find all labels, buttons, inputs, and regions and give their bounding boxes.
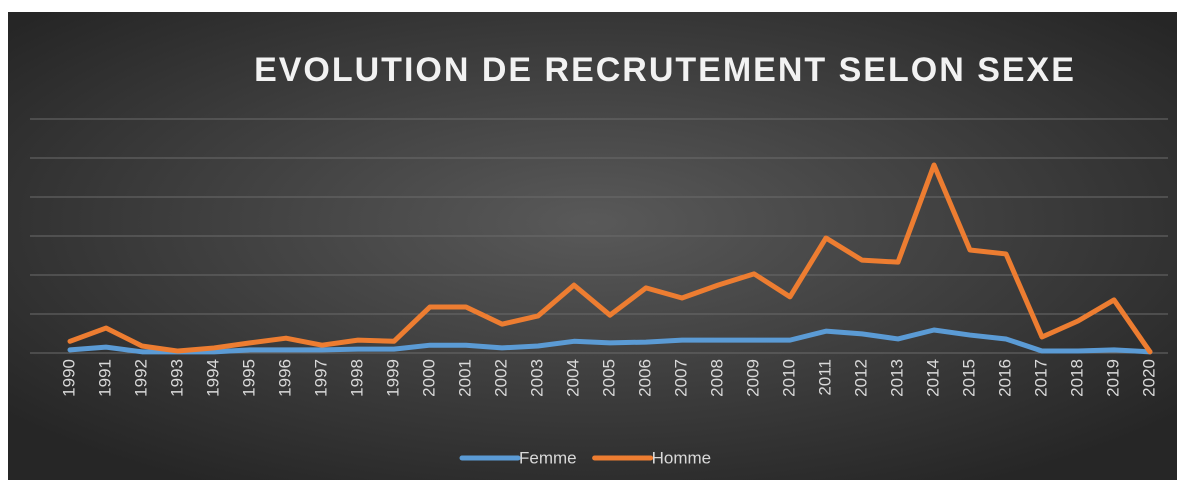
x-tick-label: 2015	[959, 359, 978, 397]
x-tick-label: 2003	[527, 359, 546, 397]
x-tick-label: 2004	[563, 359, 582, 397]
x-tick-label: 2014	[923, 359, 942, 397]
x-tick-label: 2013	[887, 359, 906, 397]
x-tick-label: 2005	[599, 359, 618, 397]
x-tick-label: 2008	[707, 359, 726, 397]
x-tick-label: 2019	[1103, 359, 1122, 397]
x-tick-label: 1999	[383, 359, 402, 397]
x-tick-label: 1991	[95, 359, 114, 397]
x-tick-label: 1995	[239, 359, 258, 397]
x-tick-label: 1990	[59, 359, 78, 397]
x-tick-label: 2007	[671, 359, 690, 397]
x-tick-label: 1996	[275, 359, 294, 397]
legend-label: Homme	[652, 448, 712, 467]
x-tick-label: 2017	[1031, 359, 1050, 397]
x-tick-label: 1998	[347, 359, 366, 397]
x-tick-label: 1993	[167, 359, 186, 397]
series-line	[67, 162, 1153, 355]
x-tick-label: 2009	[743, 359, 762, 397]
x-tick-label: 1992	[131, 359, 150, 397]
x-tick-label: 2000	[419, 359, 438, 397]
x-tick-label: 2012	[851, 359, 870, 397]
x-tick-label: 2011	[815, 359, 834, 396]
x-tick-label: 2018	[1067, 359, 1086, 397]
chart-title: EVOLUTION DE RECRUTEMENT SELON SEXE	[254, 51, 1076, 89]
x-tick-label: 2010	[779, 359, 798, 397]
x-tick-label: 2002	[491, 359, 510, 397]
x-tick-label: 2016	[995, 359, 1014, 397]
x-tick-label: 2001	[455, 359, 474, 397]
legend-label: Femme	[519, 448, 577, 467]
x-tick-label: 1997	[311, 359, 330, 397]
x-tick-label: 2020	[1139, 359, 1158, 397]
x-tick-label: 2006	[635, 359, 654, 397]
chart-background	[8, 12, 1177, 480]
x-tick-label: 1994	[203, 359, 222, 397]
series-line	[67, 327, 1153, 355]
